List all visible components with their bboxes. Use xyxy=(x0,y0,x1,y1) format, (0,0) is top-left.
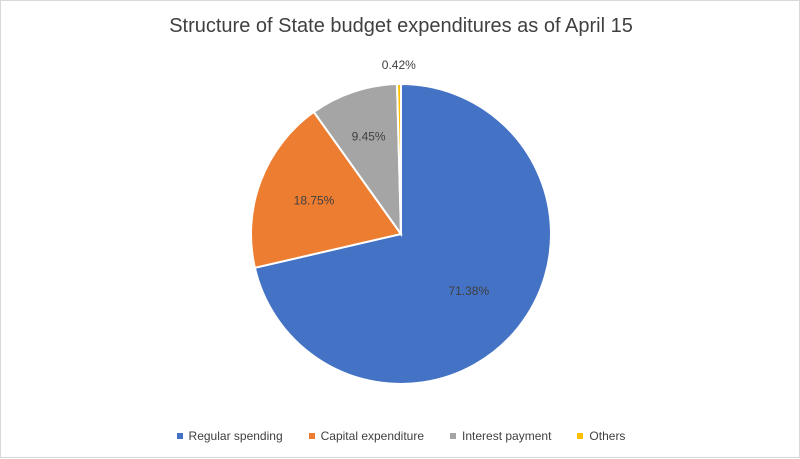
legend-label: Interest payment xyxy=(462,429,552,443)
legend-label: Others xyxy=(589,429,626,443)
data-label-capital-expenditure: 18.75% xyxy=(294,193,335,207)
legend-swatch xyxy=(176,433,183,439)
chart-title: Structure of State budget expenditures a… xyxy=(169,15,633,37)
legend-item-regular-spending: Regular spending xyxy=(176,429,283,443)
legend-item-interest-payment: Interest payment xyxy=(450,429,551,443)
data-label-interest-payment: 9.45% xyxy=(352,129,386,143)
data-label-regular-spending: 71.38% xyxy=(448,284,489,298)
pie-slice-others xyxy=(396,82,402,235)
legend-item-capital-expenditure: Capital expenditure xyxy=(308,429,425,443)
pie-slice-capital-expenditure xyxy=(250,110,403,270)
legend-label: Capital expenditure xyxy=(320,429,425,443)
legend-swatch xyxy=(450,433,457,439)
data-label-others: 0.42% xyxy=(382,58,416,72)
legend-swatch xyxy=(308,433,315,439)
legend-swatch xyxy=(577,433,584,439)
pie-slice-regular-spending xyxy=(253,82,552,385)
legend: Regular spending Capital expenditure Inter… xyxy=(1,429,800,443)
pie-slice-interest-payment xyxy=(312,83,403,238)
legend-item-others: Others xyxy=(577,429,625,443)
legend-label: Regular spending xyxy=(188,429,283,443)
